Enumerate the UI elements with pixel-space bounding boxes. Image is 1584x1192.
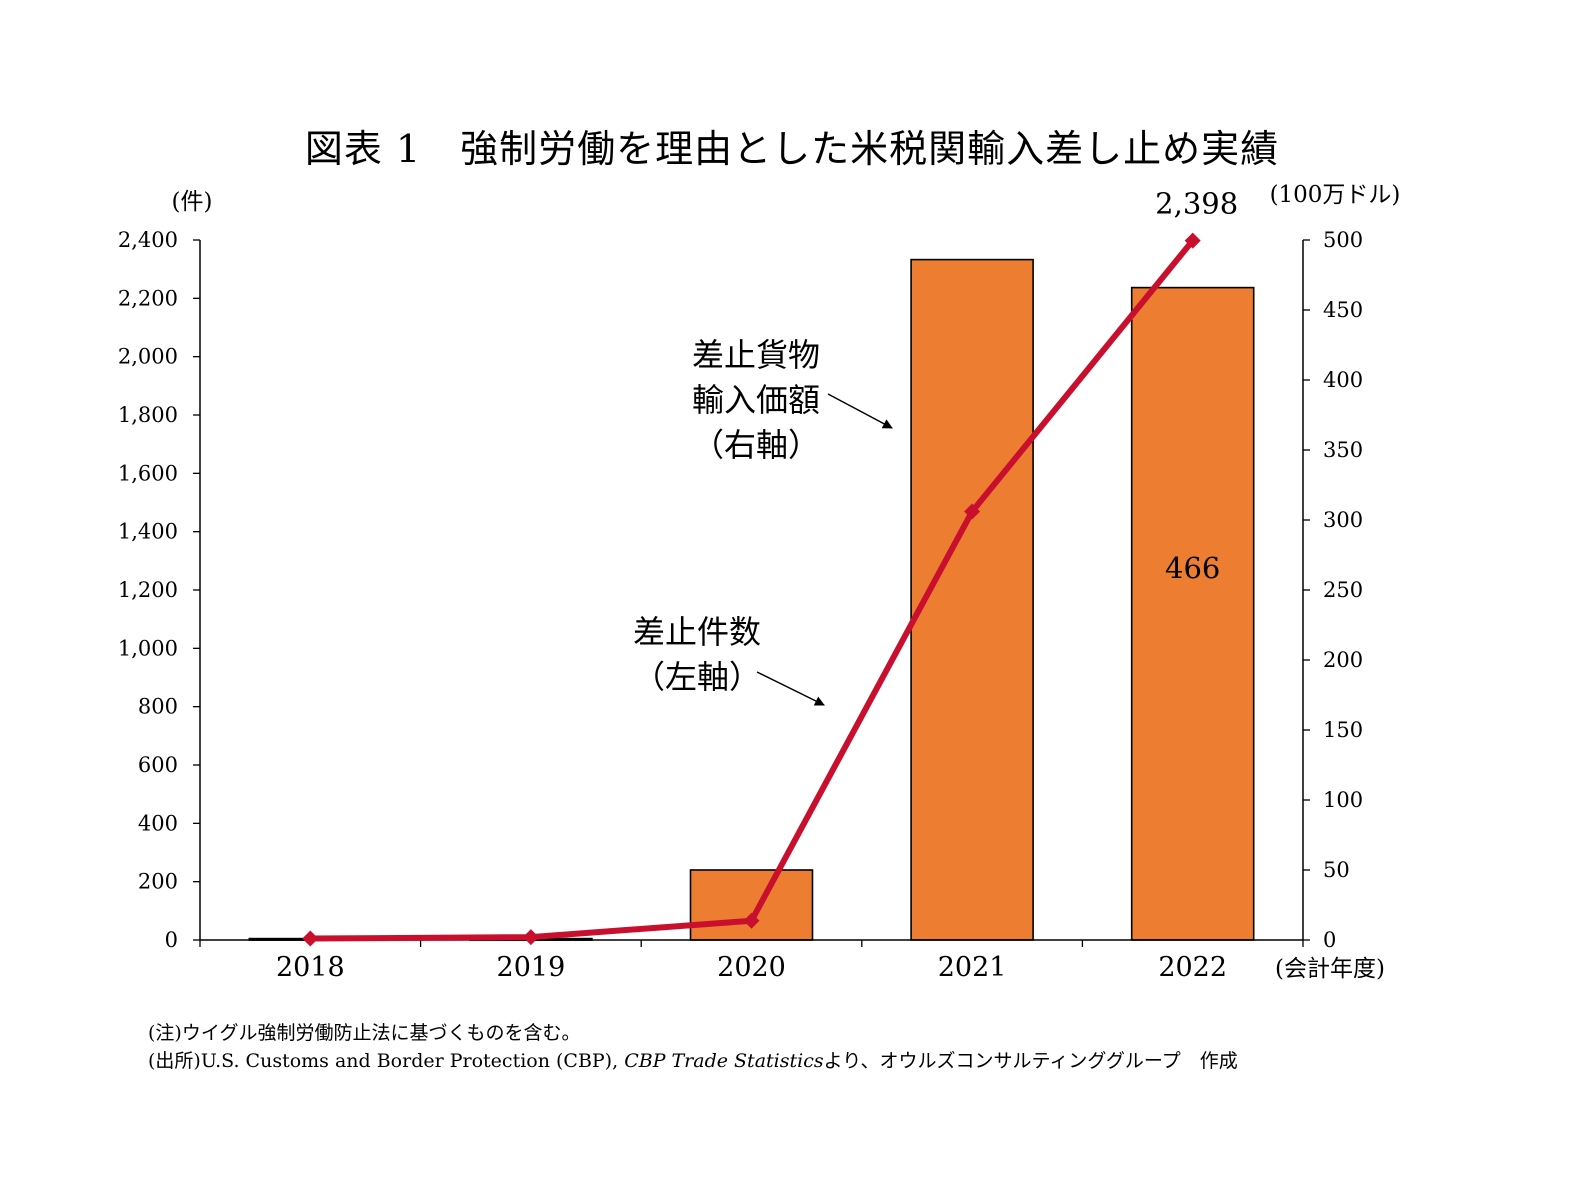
left-tick-label: 0 — [165, 928, 178, 952]
line-annotation-line: （左軸） — [633, 658, 761, 696]
left-tick-label: 1,400 — [118, 520, 178, 544]
x-tick-label: 2019 — [497, 952, 566, 983]
right-tick-label: 450 — [1323, 298, 1363, 322]
source-prefix: (出所)U.S. Customs and Border Protection (… — [148, 1050, 625, 1072]
right-tick-label: 300 — [1323, 508, 1363, 532]
right-tick-label: 150 — [1323, 718, 1363, 742]
right-tick-label: 250 — [1323, 578, 1363, 602]
count-point-2021 — [964, 503, 981, 520]
bar-annotation-line: 差止貨物 — [692, 336, 820, 374]
count-point-2018 — [302, 930, 319, 947]
left-tick-label: 1,200 — [118, 578, 178, 602]
x-axis-label: (会計年度) — [1275, 956, 1385, 982]
right-tick-label: 400 — [1323, 368, 1363, 392]
left-tick-label: 200 — [138, 870, 178, 894]
line-annotation-line: 差止件数 — [633, 613, 761, 651]
count-point-2022 — [1184, 232, 1201, 249]
source-note: (出所)U.S. Customs and Border Protection (… — [148, 1046, 1238, 1073]
right-tick-label: 0 — [1323, 928, 1336, 952]
right-tick-label: 500 — [1323, 228, 1363, 252]
chart-title: 図表 1 強制労働を理由とした米税関輸入差し止め実績 — [304, 127, 1280, 171]
left-tick-label: 2,000 — [118, 345, 178, 369]
bar-annotation-line: （右軸） — [692, 426, 820, 464]
bar-data-label: 466 — [1165, 551, 1220, 585]
x-tick-label: 2021 — [938, 952, 1007, 983]
left-tick-label: 1,800 — [118, 403, 178, 427]
count-point-2020 — [743, 912, 760, 929]
x-tick-label: 2020 — [717, 952, 786, 983]
right-tick-label: 200 — [1323, 648, 1363, 672]
right-tick-label: 350 — [1323, 438, 1363, 462]
left-tick-label: 1,600 — [118, 461, 178, 485]
left-axis-unit: (件) — [172, 189, 213, 215]
left-tick-label: 1,000 — [118, 636, 178, 660]
right-axis-unit: (100万ドル) — [1270, 182, 1401, 208]
line-data-label: 2,398 — [1155, 187, 1238, 221]
left-tick-label: 2,200 — [118, 286, 178, 310]
line-annotation-arrow — [756, 671, 825, 706]
x-tick-label: 2018 — [276, 952, 345, 983]
bar-2020 — [689, 869, 814, 941]
bar-annotation-line: 輸入価額 — [692, 381, 820, 419]
source-suffix: より、オウルズコンサルティンググループ 作成 — [823, 1050, 1238, 1072]
bar-2022 — [1130, 286, 1255, 941]
right-tick-label: 50 — [1323, 858, 1350, 882]
source-italic: CBP Trade Statistics — [624, 1050, 824, 1072]
left-tick-label: 2,400 — [118, 228, 178, 252]
footnote: (注)ウイグル強制労働防止法に基づくものを含む。 — [148, 1022, 581, 1044]
bar-annotation-arrow — [827, 393, 893, 429]
left-tick-label: 400 — [138, 811, 178, 835]
x-tick-label: 2022 — [1158, 952, 1227, 983]
left-tick-label: 800 — [138, 695, 178, 719]
right-tick-label: 100 — [1323, 788, 1363, 812]
count-point-2019 — [522, 929, 539, 946]
bar-2021 — [910, 258, 1034, 941]
left-tick-label: 600 — [138, 753, 178, 777]
